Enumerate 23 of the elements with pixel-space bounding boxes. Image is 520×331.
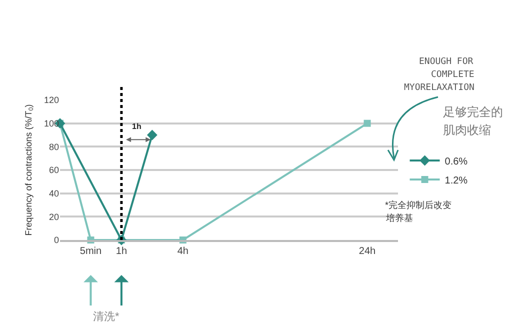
annotation: 1h <box>132 122 142 131</box>
y-tick-label: 20 <box>48 212 59 222</box>
x-tick-label: 1h <box>116 246 128 257</box>
annotation: *完全抑制后改变 <box>385 200 452 210</box>
x-tick-label: 4h <box>177 246 188 257</box>
y-tick-label: 40 <box>48 188 59 198</box>
text: 肌肉收缩 <box>443 123 491 137</box>
point <box>146 130 158 140</box>
point <box>364 120 371 127</box>
text: ENOUGH FOR <box>419 57 474 67</box>
text: MYORELAXATION <box>404 83 474 93</box>
x-tick-label: 24h <box>358 246 376 257</box>
y-tick-label: 0 <box>54 235 59 246</box>
text: 清洗* <box>93 310 120 323</box>
y-tick-label: 80 <box>48 142 59 152</box>
legend-label: 1.2% <box>444 175 468 186</box>
y-tick-label: 120 <box>44 95 59 106</box>
legend-label: 0.6% <box>444 156 468 168</box>
text: COMPLETE <box>431 70 474 80</box>
text: 足够完全的 <box>443 105 503 119</box>
annotation: 培养基 <box>385 213 413 223</box>
y-tick-label: 60 <box>48 165 59 176</box>
x-tick-label: 5min <box>80 246 102 257</box>
